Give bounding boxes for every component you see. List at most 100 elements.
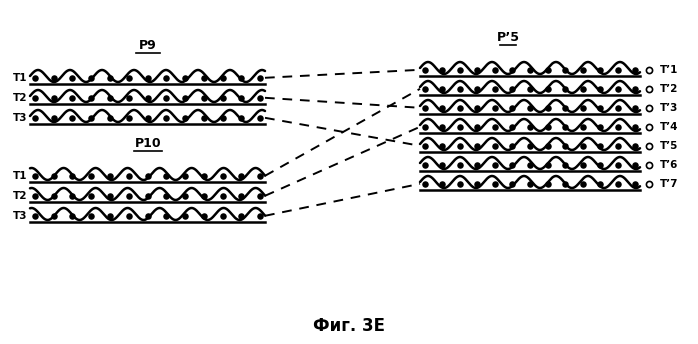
Point bbox=[542, 162, 553, 168]
Point bbox=[507, 124, 518, 130]
Point bbox=[142, 173, 153, 179]
Point bbox=[524, 143, 535, 149]
Point bbox=[630, 162, 641, 168]
Point bbox=[489, 124, 500, 130]
Point bbox=[419, 162, 431, 168]
Point bbox=[198, 75, 209, 80]
Point bbox=[542, 181, 553, 186]
Text: Фиг. 3Е: Фиг. 3Е bbox=[313, 317, 385, 335]
Point bbox=[255, 193, 266, 198]
Text: T1: T1 bbox=[13, 73, 27, 83]
Point bbox=[179, 95, 191, 100]
Point bbox=[161, 115, 172, 120]
Point bbox=[437, 162, 448, 168]
Point bbox=[179, 75, 191, 80]
Point bbox=[524, 105, 535, 110]
Point bbox=[437, 143, 448, 149]
Text: P’5: P’5 bbox=[496, 31, 519, 44]
Point bbox=[437, 105, 448, 110]
Point bbox=[86, 95, 97, 100]
Point bbox=[612, 181, 623, 186]
Point bbox=[542, 86, 553, 92]
Text: T2: T2 bbox=[13, 191, 27, 201]
Point bbox=[524, 67, 535, 73]
Point bbox=[542, 143, 553, 149]
Point bbox=[454, 162, 466, 168]
Point bbox=[123, 75, 134, 80]
Point bbox=[577, 124, 588, 130]
Point bbox=[472, 143, 483, 149]
Point bbox=[198, 193, 209, 198]
Point bbox=[142, 115, 153, 120]
Point bbox=[29, 193, 40, 198]
Point bbox=[67, 193, 78, 198]
Point bbox=[179, 173, 191, 179]
Point bbox=[542, 124, 553, 130]
Point bbox=[104, 213, 115, 218]
Point bbox=[161, 173, 172, 179]
Text: T’4: T’4 bbox=[660, 122, 678, 132]
Point bbox=[595, 181, 606, 186]
Point bbox=[524, 162, 535, 168]
Point bbox=[123, 193, 134, 198]
Point bbox=[454, 143, 466, 149]
Text: P10: P10 bbox=[135, 137, 161, 150]
Point bbox=[104, 95, 115, 100]
Point bbox=[489, 162, 500, 168]
Point bbox=[104, 115, 115, 120]
Point bbox=[577, 143, 588, 149]
Point bbox=[104, 173, 115, 179]
Point bbox=[644, 67, 655, 73]
Point bbox=[123, 213, 134, 218]
Point bbox=[437, 67, 448, 73]
Point bbox=[48, 115, 59, 120]
Point bbox=[489, 143, 500, 149]
Point bbox=[236, 95, 247, 100]
Point bbox=[454, 86, 466, 92]
Point bbox=[577, 105, 588, 110]
Point bbox=[595, 86, 606, 92]
Point bbox=[542, 67, 553, 73]
Point bbox=[419, 105, 431, 110]
Point bbox=[644, 124, 655, 130]
Point bbox=[236, 75, 247, 80]
Point bbox=[507, 105, 518, 110]
Point bbox=[524, 124, 535, 130]
Point bbox=[48, 75, 59, 80]
Point bbox=[612, 124, 623, 130]
Point bbox=[472, 181, 483, 186]
Point bbox=[644, 86, 655, 92]
Point bbox=[217, 173, 228, 179]
Text: T’1: T’1 bbox=[660, 65, 678, 75]
Point bbox=[524, 86, 535, 92]
Point bbox=[560, 124, 571, 130]
Point bbox=[48, 95, 59, 100]
Point bbox=[29, 95, 40, 100]
Text: T’2: T’2 bbox=[660, 84, 678, 94]
Text: T’5: T’5 bbox=[660, 141, 678, 151]
Point bbox=[644, 143, 655, 149]
Point bbox=[86, 193, 97, 198]
Point bbox=[419, 67, 431, 73]
Point bbox=[437, 86, 448, 92]
Point bbox=[560, 143, 571, 149]
Point bbox=[454, 105, 466, 110]
Point bbox=[612, 105, 623, 110]
Point bbox=[630, 181, 641, 186]
Point bbox=[104, 75, 115, 80]
Point bbox=[198, 95, 209, 100]
Point bbox=[161, 75, 172, 80]
Point bbox=[419, 181, 431, 186]
Point bbox=[123, 173, 134, 179]
Point bbox=[29, 213, 40, 218]
Point bbox=[630, 124, 641, 130]
Point bbox=[454, 67, 466, 73]
Point bbox=[595, 124, 606, 130]
Point bbox=[560, 86, 571, 92]
Point bbox=[595, 143, 606, 149]
Point bbox=[419, 143, 431, 149]
Point bbox=[67, 115, 78, 120]
Point bbox=[123, 115, 134, 120]
Point bbox=[86, 213, 97, 218]
Point bbox=[419, 86, 431, 92]
